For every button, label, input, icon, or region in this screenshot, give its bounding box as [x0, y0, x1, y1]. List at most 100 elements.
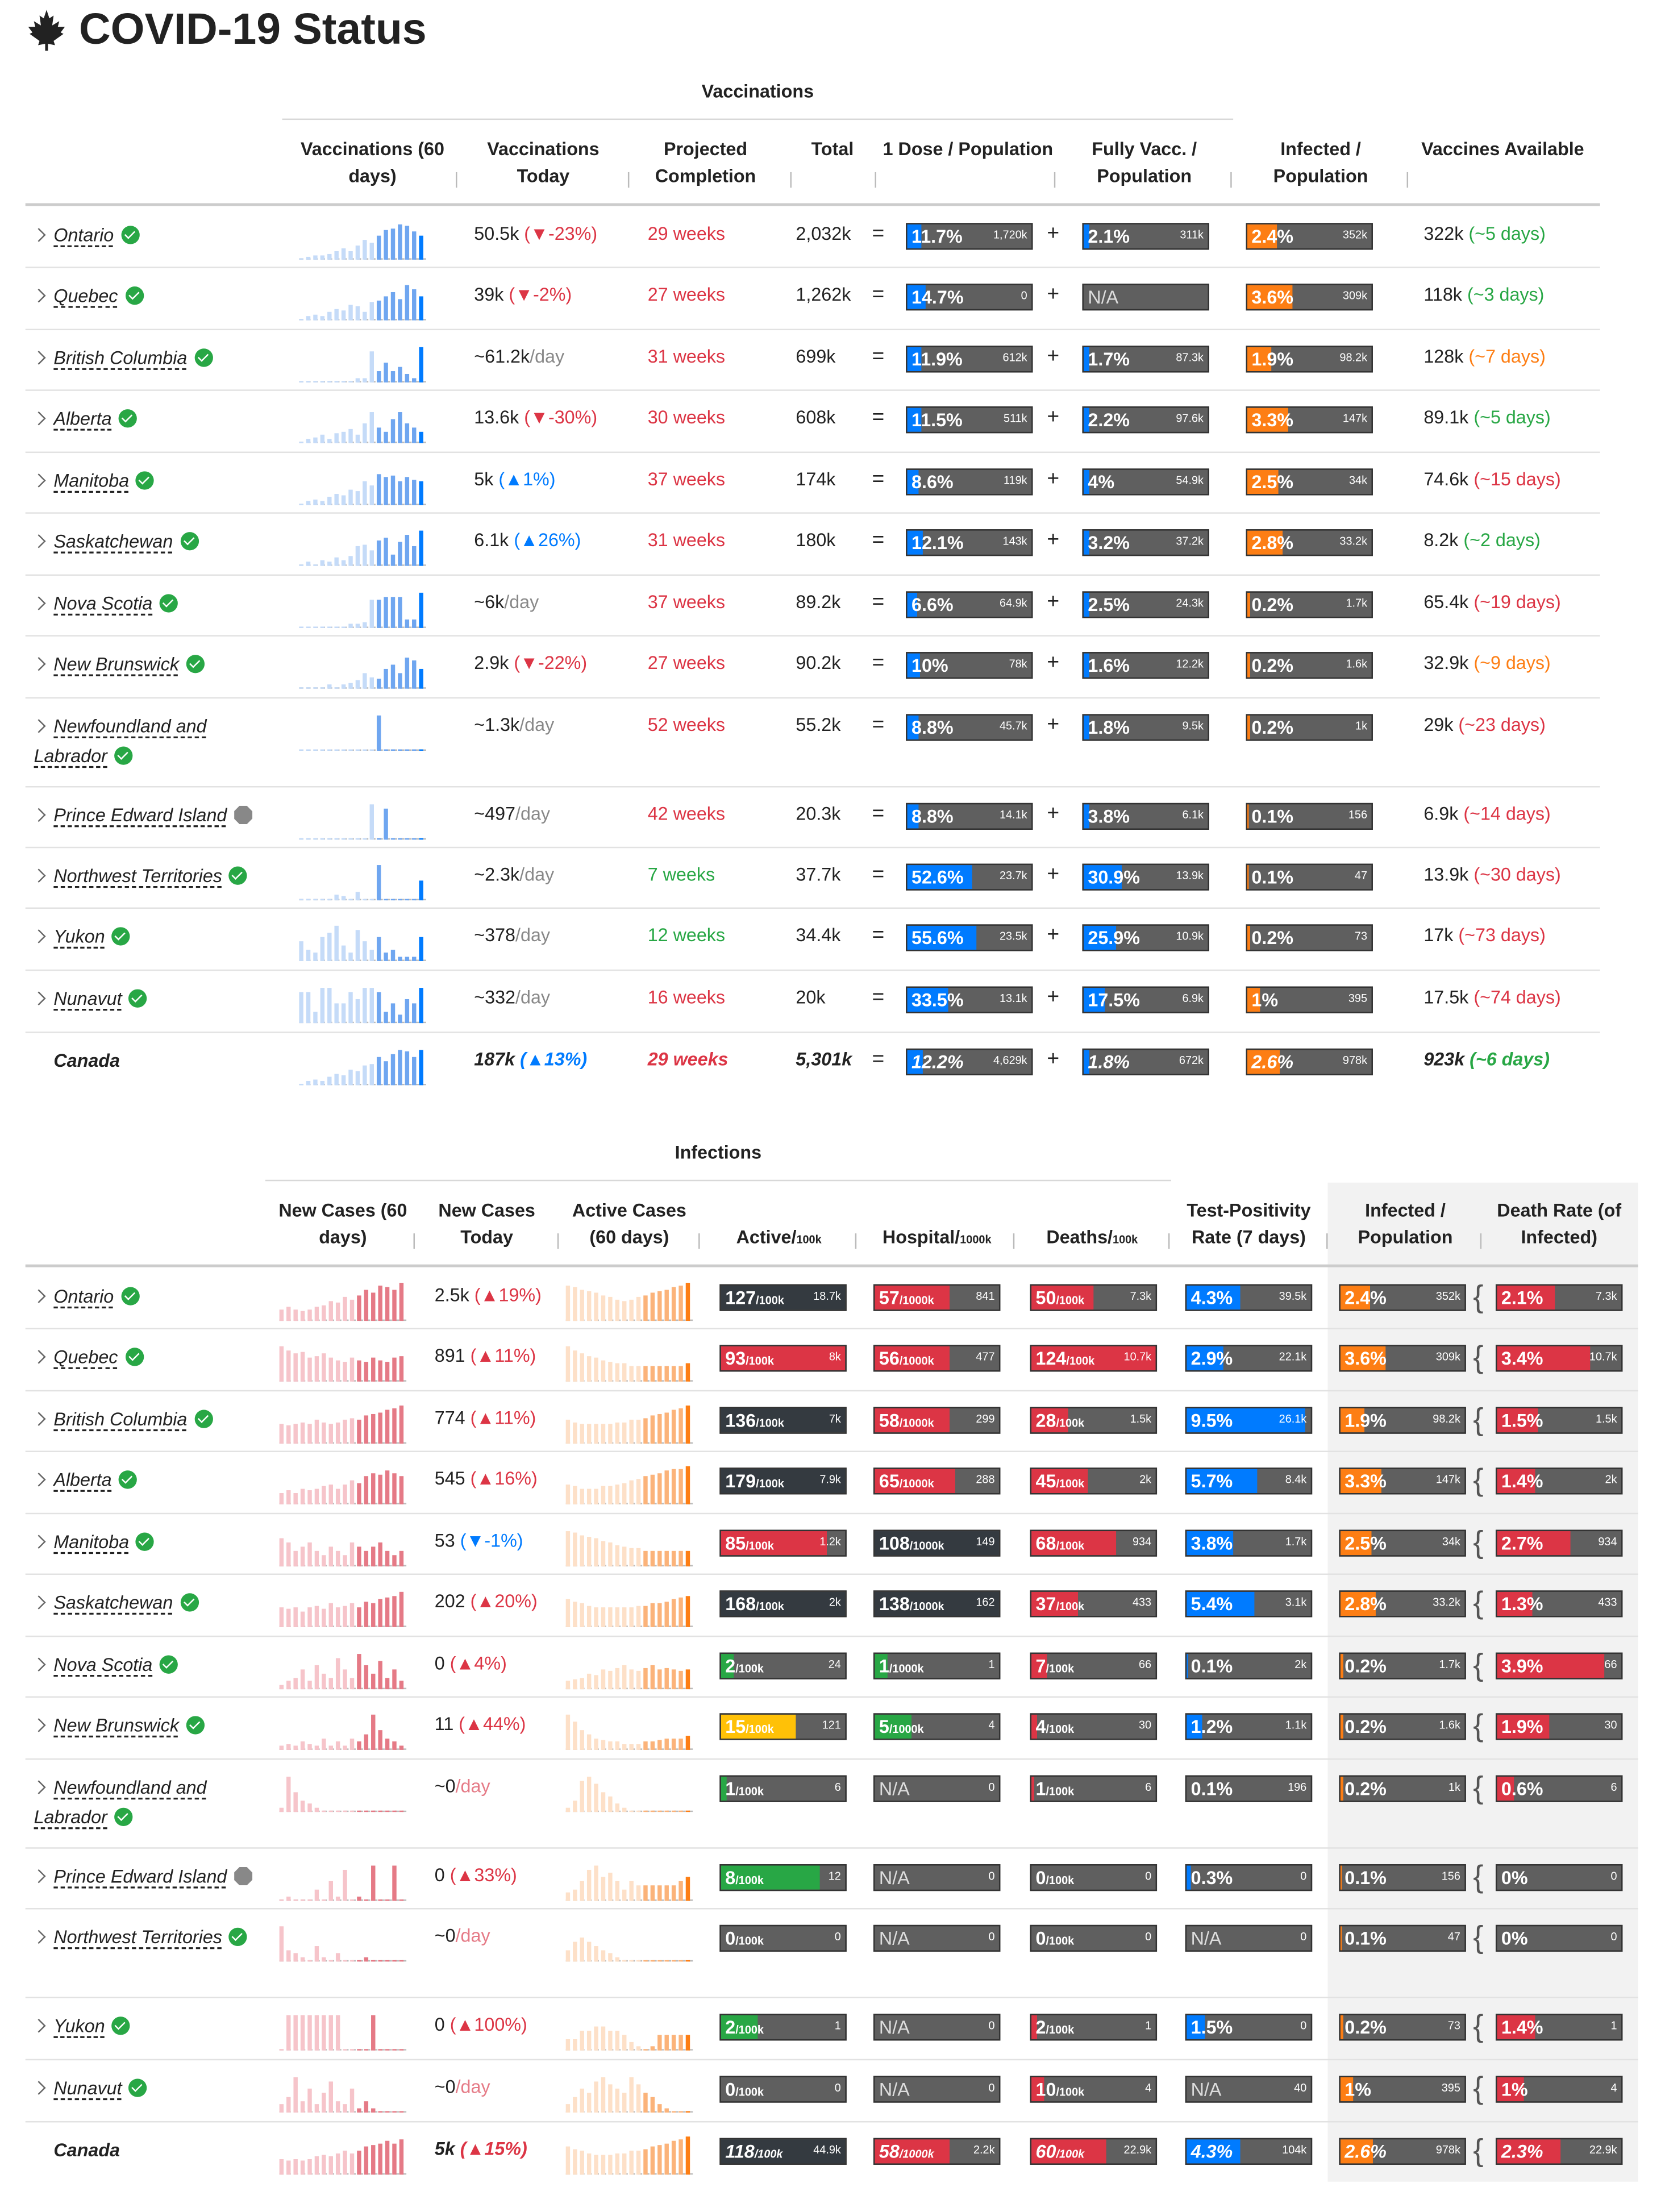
chevron-right-icon[interactable]	[31, 1535, 46, 1549]
sparkline-bar	[580, 1354, 584, 1382]
province-name[interactable]: Ontario	[31, 1282, 260, 1311]
province-label[interactable]: Nova Scotia	[53, 1654, 153, 1675]
province-name[interactable]: Nunavut	[31, 984, 260, 1013]
chevron-right-icon[interactable]	[31, 1289, 46, 1303]
chevron-right-icon[interactable]	[31, 1473, 46, 1487]
province-label[interactable]: Yukon	[53, 2015, 105, 2036]
province-label[interactable]: Alberta	[53, 408, 112, 429]
chevron-right-icon[interactable]	[31, 1718, 46, 1732]
province-name[interactable]: Newfoundland and Labrador	[31, 711, 260, 770]
province-label[interactable]: New Brunswick	[53, 653, 179, 675]
sparkline-bar	[671, 1810, 676, 1812]
bar-value-text: 0.3%	[1191, 1867, 1233, 1889]
chevron-right-icon[interactable]	[31, 1657, 46, 1672]
chevron-right-icon[interactable]	[31, 1350, 46, 1364]
province-name[interactable]: New Brunswick	[31, 1710, 260, 1740]
province-label[interactable]: Newfoundland and Labrador	[34, 1777, 207, 1828]
province-name[interactable]: Yukon	[31, 2011, 260, 2040]
chevron-right-icon[interactable]	[31, 868, 46, 883]
chevron-right-icon[interactable]	[31, 991, 46, 1006]
available-days: (~5 days)	[1468, 406, 1550, 427]
province-label[interactable]: Prince Edward Island	[53, 804, 227, 826]
province-name[interactable]: Prince Edward Island	[31, 800, 260, 830]
chevron-right-icon[interactable]	[31, 719, 46, 733]
hospital-per-1000k-bar: N/A 0	[873, 1924, 1001, 1952]
chevron-right-icon[interactable]	[31, 1780, 46, 1795]
chevron-right-icon[interactable]	[31, 288, 46, 303]
province-name[interactable]: Saskatchewan	[31, 1587, 260, 1617]
province-label[interactable]: Yukon	[53, 925, 105, 947]
province-name[interactable]: Manitoba	[31, 465, 260, 495]
province-name[interactable]: Quebec	[31, 281, 260, 310]
province-name[interactable]: Northwest Territories	[31, 1922, 260, 1952]
sparkline-bar	[376, 236, 381, 260]
province-name[interactable]: Saskatchewan	[31, 526, 260, 556]
projected-completion: 7 weeks	[647, 863, 715, 885]
bar-fill	[1247, 469, 1279, 494]
province-name[interactable]: Quebec	[31, 1342, 260, 1371]
province-label[interactable]: Saskatchewan	[53, 530, 173, 552]
province-label[interactable]: Quebec	[53, 285, 118, 306]
test-positivity-bar: 9.5% 26.1k	[1185, 1407, 1313, 1434]
province-label[interactable]: Nunavut	[53, 988, 122, 1009]
bar-fill	[721, 2139, 846, 2164]
province-label[interactable]: Alberta	[53, 1469, 112, 1491]
province-label[interactable]: Northwest Territories	[53, 865, 222, 887]
province-label[interactable]: Ontario	[53, 1286, 114, 1307]
chevron-right-icon[interactable]	[31, 808, 46, 822]
sparkline-bar	[580, 1937, 584, 1962]
province-label[interactable]: Newfoundland and Labrador	[34, 715, 207, 767]
province-label[interactable]: Manitoba	[53, 1531, 130, 1553]
province-name[interactable]: Nunavut	[31, 2073, 260, 2103]
vaccination-total: 89.2k	[796, 591, 841, 613]
province-name[interactable]: Prince Edward Island	[31, 1861, 260, 1891]
chevron-right-icon[interactable]	[31, 1930, 46, 1944]
chevron-right-icon[interactable]	[31, 929, 46, 943]
sparkline-bar	[384, 1061, 388, 1086]
province-label[interactable]: Saskatchewan	[53, 1591, 173, 1614]
chevron-right-icon[interactable]	[31, 228, 46, 242]
province-label[interactable]: British Columbia	[53, 1408, 188, 1430]
province-name[interactable]: New Brunswick	[31, 649, 260, 679]
province-label[interactable]: Nunavut	[53, 2077, 122, 2099]
chevron-right-icon[interactable]	[31, 351, 46, 365]
sparkline-bar	[357, 1546, 361, 1567]
bar-value: 3.9%	[1501, 1656, 1543, 1678]
province-label[interactable]: Ontario	[53, 224, 114, 246]
bar-value: 127/100k	[725, 1287, 784, 1309]
sparkline-bar	[300, 1611, 305, 1627]
province-label[interactable]: British Columbia	[53, 347, 188, 369]
province-name[interactable]: Nova Scotia	[31, 1650, 260, 1679]
province-name[interactable]: Yukon	[31, 921, 260, 951]
header-separator	[1326, 1233, 1328, 1249]
chevron-right-icon[interactable]	[31, 2081, 46, 2095]
bar-value-text: 1%	[1251, 989, 1279, 1011]
bar-count: 24	[828, 1658, 841, 1671]
province-label[interactable]: Prince Edward Island	[53, 1865, 227, 1887]
province-label[interactable]: Manitoba	[53, 469, 130, 492]
province-name[interactable]: British Columbia	[31, 1404, 260, 1434]
chevron-right-icon[interactable]	[31, 1412, 46, 1426]
province-name[interactable]: Northwest Territories	[31, 861, 260, 891]
chevron-right-icon[interactable]	[31, 1595, 46, 1610]
province-name[interactable]: Alberta	[31, 404, 260, 433]
province-name[interactable]: British Columbia	[31, 343, 260, 372]
chevron-right-icon[interactable]	[31, 473, 46, 488]
chevron-right-icon[interactable]	[31, 411, 46, 426]
province-label[interactable]: New Brunswick	[53, 1714, 179, 1736]
province-name[interactable]: Alberta	[31, 1465, 260, 1494]
chevron-right-icon[interactable]	[31, 596, 46, 610]
province-name[interactable]: Newfoundland and Labrador	[31, 1773, 260, 1832]
province-label[interactable]: Nova Scotia	[53, 592, 153, 614]
province-label[interactable]: Quebec	[53, 1346, 118, 1368]
check-circle-icon	[186, 1716, 205, 1735]
sparkline-bar	[390, 1003, 396, 1024]
chevron-right-icon[interactable]	[31, 2019, 46, 2033]
chevron-right-icon[interactable]	[31, 1869, 46, 1883]
province-name[interactable]: Nova Scotia	[31, 588, 260, 618]
province-name[interactable]: Manitoba	[31, 1527, 260, 1557]
chevron-right-icon[interactable]	[31, 656, 46, 671]
chevron-right-icon[interactable]	[31, 534, 46, 548]
province-label[interactable]: Northwest Territories	[53, 1926, 222, 1948]
province-name[interactable]: Ontario	[31, 220, 260, 250]
